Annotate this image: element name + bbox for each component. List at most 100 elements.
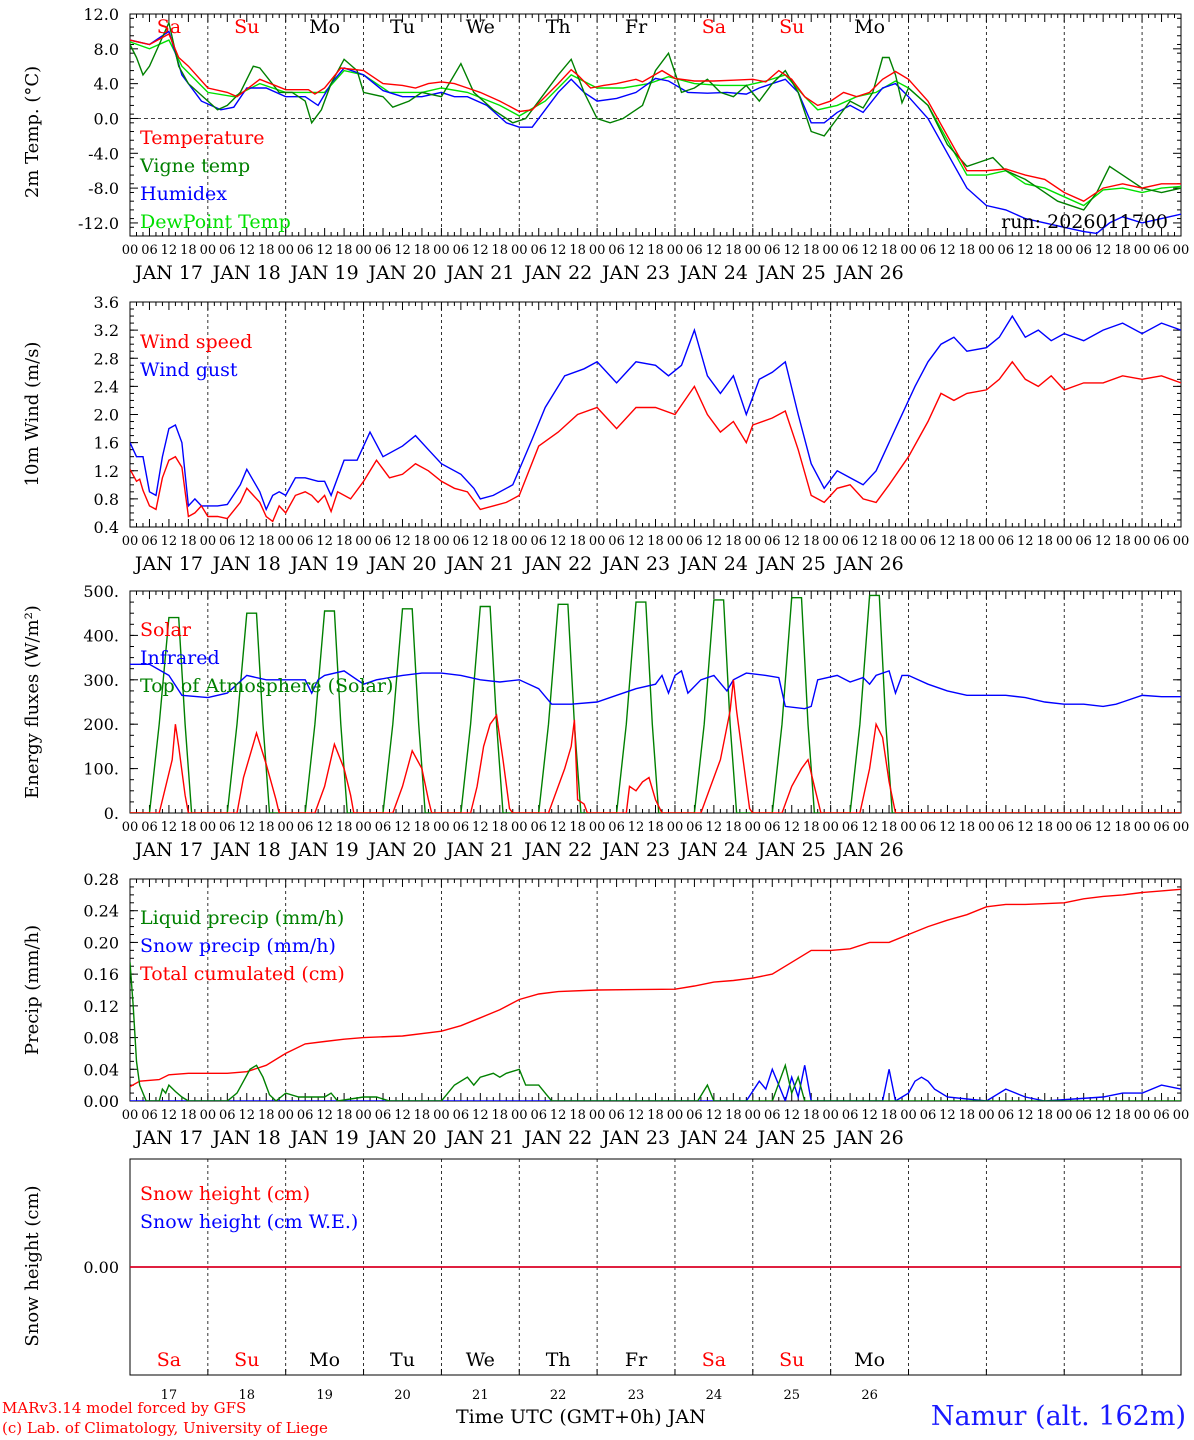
series-line-snow-precip-mm-h	[130, 1065, 1181, 1101]
hour-tick-label: 00	[1173, 243, 1190, 258]
date-label: JAN 19	[289, 839, 359, 861]
hour-tick-label: 18	[647, 243, 664, 258]
legend-entry: Top of Atmosphere (Solar)	[140, 675, 393, 697]
hour-tick-label: 18	[647, 534, 664, 549]
hour-tick-label: 00	[978, 1108, 995, 1123]
date-label: JAN 22	[522, 1127, 592, 1149]
date-label: JAN 21	[444, 839, 514, 861]
hour-tick-label: 00	[433, 1108, 450, 1123]
hour-tick-label: 12	[1095, 534, 1112, 549]
date-label: JAN 17	[133, 839, 203, 861]
day-number-label: 21	[472, 1388, 489, 1403]
hour-tick-label: 00	[1056, 1108, 1073, 1123]
hour-tick-label: 12	[1095, 243, 1112, 258]
hour-tick-label: 06	[530, 243, 547, 258]
hour-tick-label: 06	[686, 243, 703, 258]
hour-tick-label: 12	[628, 243, 645, 258]
hour-tick-label: 06	[219, 534, 236, 549]
day-number-label: 17	[161, 1388, 178, 1403]
date-label: JAN 21	[444, 1127, 514, 1149]
y-tick-label: 0.28	[83, 870, 119, 889]
date-label: JAN 18	[211, 839, 281, 861]
y-tick-label: 0.	[104, 804, 119, 823]
hour-tick-label: 18	[959, 820, 976, 835]
hour-tick-label: 06	[141, 243, 158, 258]
hour-tick-label: 00	[900, 820, 917, 835]
date-label: JAN 23	[600, 839, 670, 861]
weekday-label-bottom: Sa	[157, 1349, 181, 1371]
panel-frame-energy	[129, 590, 1182, 814]
y-tick-label: 1.2	[94, 462, 119, 481]
y-tick-label: 500.	[83, 582, 119, 601]
date-label: JAN 23	[600, 1127, 670, 1149]
series-line-solar	[130, 679, 1181, 813]
hour-tick-label: 12	[472, 1108, 489, 1123]
hour-tick-label: 00	[200, 1108, 217, 1123]
hour-tick-label: 12	[939, 243, 956, 258]
y-tick-label: 0.24	[83, 902, 119, 921]
hour-tick-label: 06	[375, 820, 392, 835]
date-label: JAN 24	[678, 262, 748, 284]
hour-tick-label: 12	[161, 1108, 178, 1123]
y-tick-label: 2.8	[94, 349, 119, 368]
hour-tick-label: 06	[1153, 534, 1170, 549]
y-tick-label: 12.0	[83, 5, 119, 24]
series-line-wind-speed	[130, 360, 1181, 523]
hour-tick-label: 00	[1173, 820, 1190, 835]
hour-tick-label: 06	[1075, 820, 1092, 835]
hour-tick-label: 06	[686, 534, 703, 549]
series-line-liquid-precip-mm-h	[130, 962, 1181, 1101]
legend-entry: Snow height (cm W.E.)	[140, 1211, 358, 1233]
date-label: JAN 19	[289, 262, 359, 284]
date-label: JAN 26	[833, 553, 903, 575]
hour-tick-label: 00	[355, 534, 372, 549]
hour-tick-label: 00	[277, 243, 294, 258]
hour-tick-label: 00	[355, 820, 372, 835]
hour-tick-label: 12	[706, 1108, 723, 1123]
hour-tick-label: 06	[998, 1108, 1015, 1123]
series-line-top-of-atmosphere-solar	[130, 594, 1181, 813]
date-label: JAN 17	[133, 262, 203, 284]
hour-tick-label: 12	[550, 1108, 567, 1123]
hour-tick-label: 18	[180, 820, 197, 835]
y-tick-label: 4.0	[94, 75, 119, 94]
weekday-label-bottom: Tu	[390, 1349, 415, 1371]
hour-tick-label: 18	[959, 243, 976, 258]
hour-tick-label: 12	[861, 820, 878, 835]
y-tick-label: 3.6	[94, 293, 119, 312]
hour-tick-label: 00	[200, 820, 217, 835]
date-label: JAN 18	[211, 553, 281, 575]
hour-tick-label: 12	[239, 243, 256, 258]
series-line-temperature	[130, 33, 1181, 202]
hour-tick-label: 06	[530, 534, 547, 549]
y-axis-title-energy: Energy fluxes (W/m²)	[22, 605, 43, 799]
hour-tick-label: 12	[394, 534, 411, 549]
time-axis-title: Time UTC (GMT+0h) JAN	[456, 1406, 706, 1428]
hour-tick-label: 06	[608, 534, 625, 549]
hour-tick-label: 18	[647, 1108, 664, 1123]
date-label: JAN 26	[833, 839, 903, 861]
hour-tick-label: 06	[141, 820, 158, 835]
hour-tick-label: 18	[647, 820, 664, 835]
weekday-label-bottom: Th	[546, 1349, 571, 1371]
hour-tick-label: 18	[881, 243, 898, 258]
y-tick-label: -12.0	[78, 214, 119, 233]
hour-tick-label: 00	[277, 1108, 294, 1123]
hour-tick-label: 00	[122, 1108, 139, 1123]
hour-tick-label: 00	[1173, 534, 1190, 549]
hour-tick-label: 12	[316, 243, 333, 258]
y-tick-label: 0.16	[83, 965, 119, 984]
hour-tick-label: 18	[569, 820, 586, 835]
hour-tick-label: 12	[783, 1108, 800, 1123]
series-line-infrared	[130, 663, 1181, 710]
hour-tick-label: 06	[297, 243, 314, 258]
hour-tick-label: 00	[745, 820, 762, 835]
day-number-label: 22	[550, 1388, 567, 1403]
hour-tick-label: 00	[589, 820, 606, 835]
hour-tick-label: 12	[472, 243, 489, 258]
date-label: JAN 25	[756, 1127, 826, 1149]
hour-tick-label: 18	[725, 820, 742, 835]
lab-credit-line: (c) Lab. of Climatology, University of L…	[2, 1419, 328, 1437]
hour-tick-label: 12	[783, 534, 800, 549]
hour-tick-label: 06	[686, 820, 703, 835]
